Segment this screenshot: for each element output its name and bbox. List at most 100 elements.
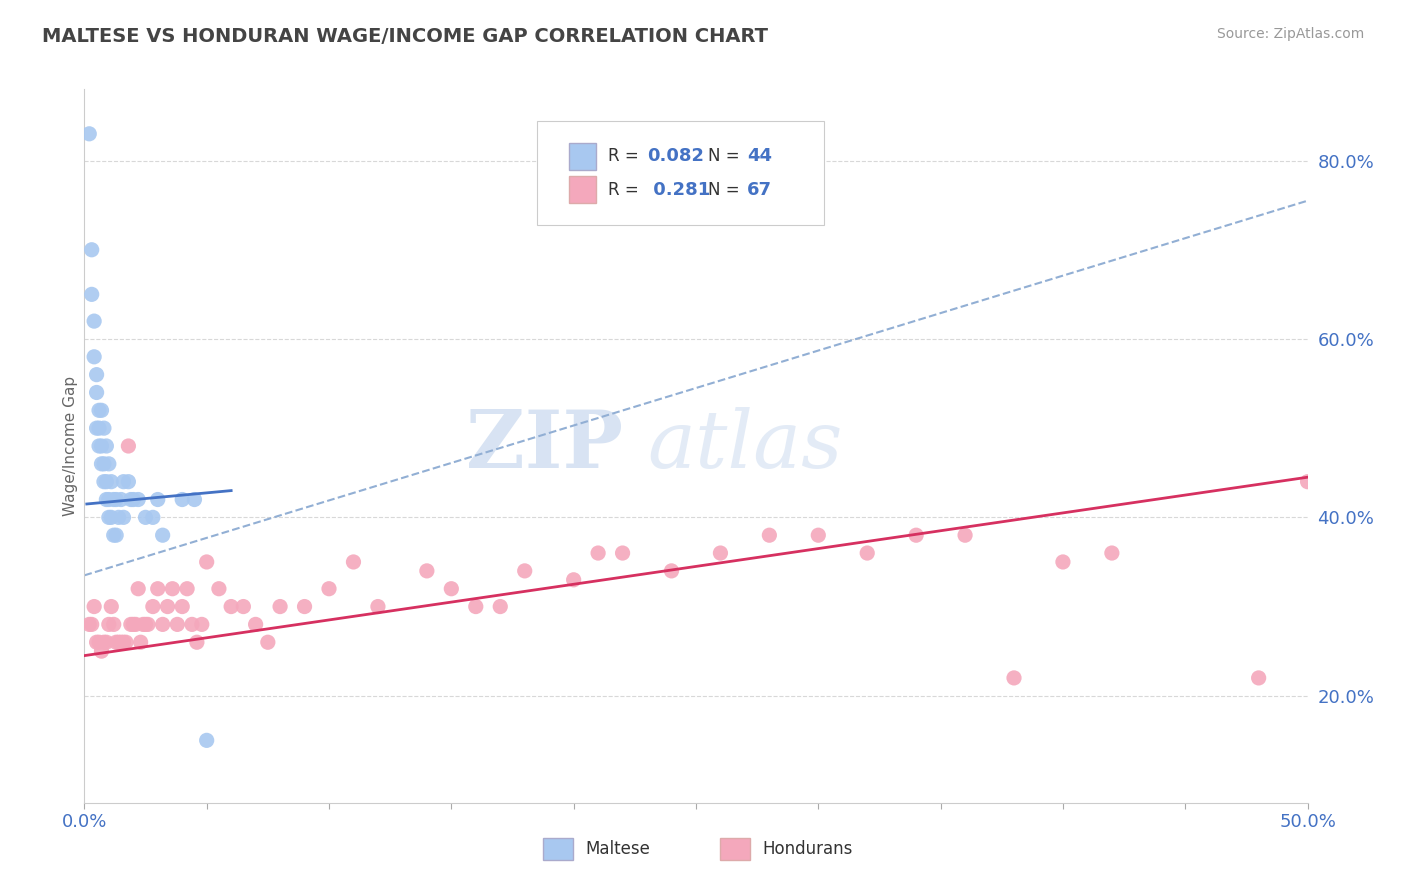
- Point: [166, 617, 188, 632]
- Point: [122, 492, 145, 507]
- Point: [195, 733, 218, 747]
- Point: [219, 599, 242, 614]
- Point: [181, 617, 204, 632]
- Point: [142, 510, 165, 524]
- Point: [122, 617, 145, 632]
- Point: [93, 457, 115, 471]
- Point: [416, 564, 439, 578]
- Point: [90, 457, 112, 471]
- Text: Maltese: Maltese: [585, 840, 650, 858]
- Point: [86, 421, 108, 435]
- Point: [97, 457, 120, 471]
- Point: [90, 403, 112, 417]
- Point: [191, 617, 214, 632]
- Point: [513, 564, 536, 578]
- Point: [120, 492, 142, 507]
- Point: [80, 243, 103, 257]
- Point: [90, 439, 112, 453]
- Point: [103, 492, 125, 507]
- Point: [80, 617, 103, 632]
- Point: [856, 546, 879, 560]
- Point: [107, 510, 129, 524]
- Point: [110, 492, 132, 507]
- Point: [97, 617, 120, 632]
- Point: [107, 635, 129, 649]
- Point: [103, 528, 125, 542]
- Point: [136, 617, 159, 632]
- Point: [86, 385, 108, 400]
- Point: [1247, 671, 1270, 685]
- Point: [77, 617, 100, 632]
- Point: [172, 599, 194, 614]
- Point: [105, 528, 128, 542]
- Point: [93, 635, 115, 649]
- Point: [86, 368, 108, 382]
- Point: [318, 582, 340, 596]
- Text: atlas: atlas: [647, 408, 842, 484]
- Point: [117, 439, 139, 453]
- Point: [135, 617, 157, 632]
- Text: MALTESE VS HONDURAN WAGE/INCOME GAP CORRELATION CHART: MALTESE VS HONDURAN WAGE/INCOME GAP CORR…: [42, 27, 768, 45]
- Point: [100, 475, 122, 489]
- Point: [97, 510, 120, 524]
- Point: [77, 127, 100, 141]
- Point: [152, 528, 174, 542]
- Point: [257, 635, 280, 649]
- Point: [142, 599, 165, 614]
- Text: R =: R =: [607, 181, 644, 199]
- Point: [115, 635, 138, 649]
- Text: N =: N =: [709, 147, 745, 165]
- Point: [709, 546, 731, 560]
- Point: [464, 599, 486, 614]
- Point: [807, 528, 830, 542]
- Point: [195, 555, 218, 569]
- Point: [100, 599, 122, 614]
- Point: [87, 421, 110, 435]
- Point: [135, 510, 157, 524]
- FancyBboxPatch shape: [569, 143, 596, 169]
- Point: [87, 439, 110, 453]
- Point: [83, 314, 105, 328]
- Point: [440, 582, 463, 596]
- Point: [232, 599, 254, 614]
- Point: [129, 635, 152, 649]
- Point: [110, 635, 132, 649]
- Text: 44: 44: [748, 147, 772, 165]
- Text: ZIP: ZIP: [465, 407, 623, 485]
- Point: [127, 492, 149, 507]
- Point: [661, 564, 683, 578]
- Point: [146, 582, 169, 596]
- Text: 0.082: 0.082: [647, 147, 704, 165]
- FancyBboxPatch shape: [720, 838, 749, 860]
- FancyBboxPatch shape: [543, 838, 572, 860]
- Text: Source: ZipAtlas.com: Source: ZipAtlas.com: [1216, 27, 1364, 41]
- Point: [612, 546, 634, 560]
- Point: [87, 635, 110, 649]
- Point: [342, 555, 364, 569]
- Point: [156, 599, 179, 614]
- Point: [146, 492, 169, 507]
- Point: [96, 475, 118, 489]
- Point: [96, 635, 118, 649]
- Point: [105, 635, 128, 649]
- Point: [112, 510, 135, 524]
- Point: [112, 475, 135, 489]
- Point: [208, 582, 231, 596]
- Text: 67: 67: [748, 181, 772, 199]
- Point: [86, 635, 108, 649]
- FancyBboxPatch shape: [569, 177, 596, 203]
- Point: [186, 635, 208, 649]
- Point: [586, 546, 609, 560]
- Point: [97, 492, 120, 507]
- Point: [1296, 475, 1319, 489]
- Point: [562, 573, 585, 587]
- FancyBboxPatch shape: [537, 121, 824, 225]
- Point: [1052, 555, 1074, 569]
- Point: [489, 599, 512, 614]
- Point: [132, 617, 155, 632]
- Point: [96, 439, 118, 453]
- Point: [245, 617, 267, 632]
- Point: [1002, 671, 1025, 685]
- Point: [103, 617, 125, 632]
- Text: 0.281: 0.281: [647, 181, 710, 199]
